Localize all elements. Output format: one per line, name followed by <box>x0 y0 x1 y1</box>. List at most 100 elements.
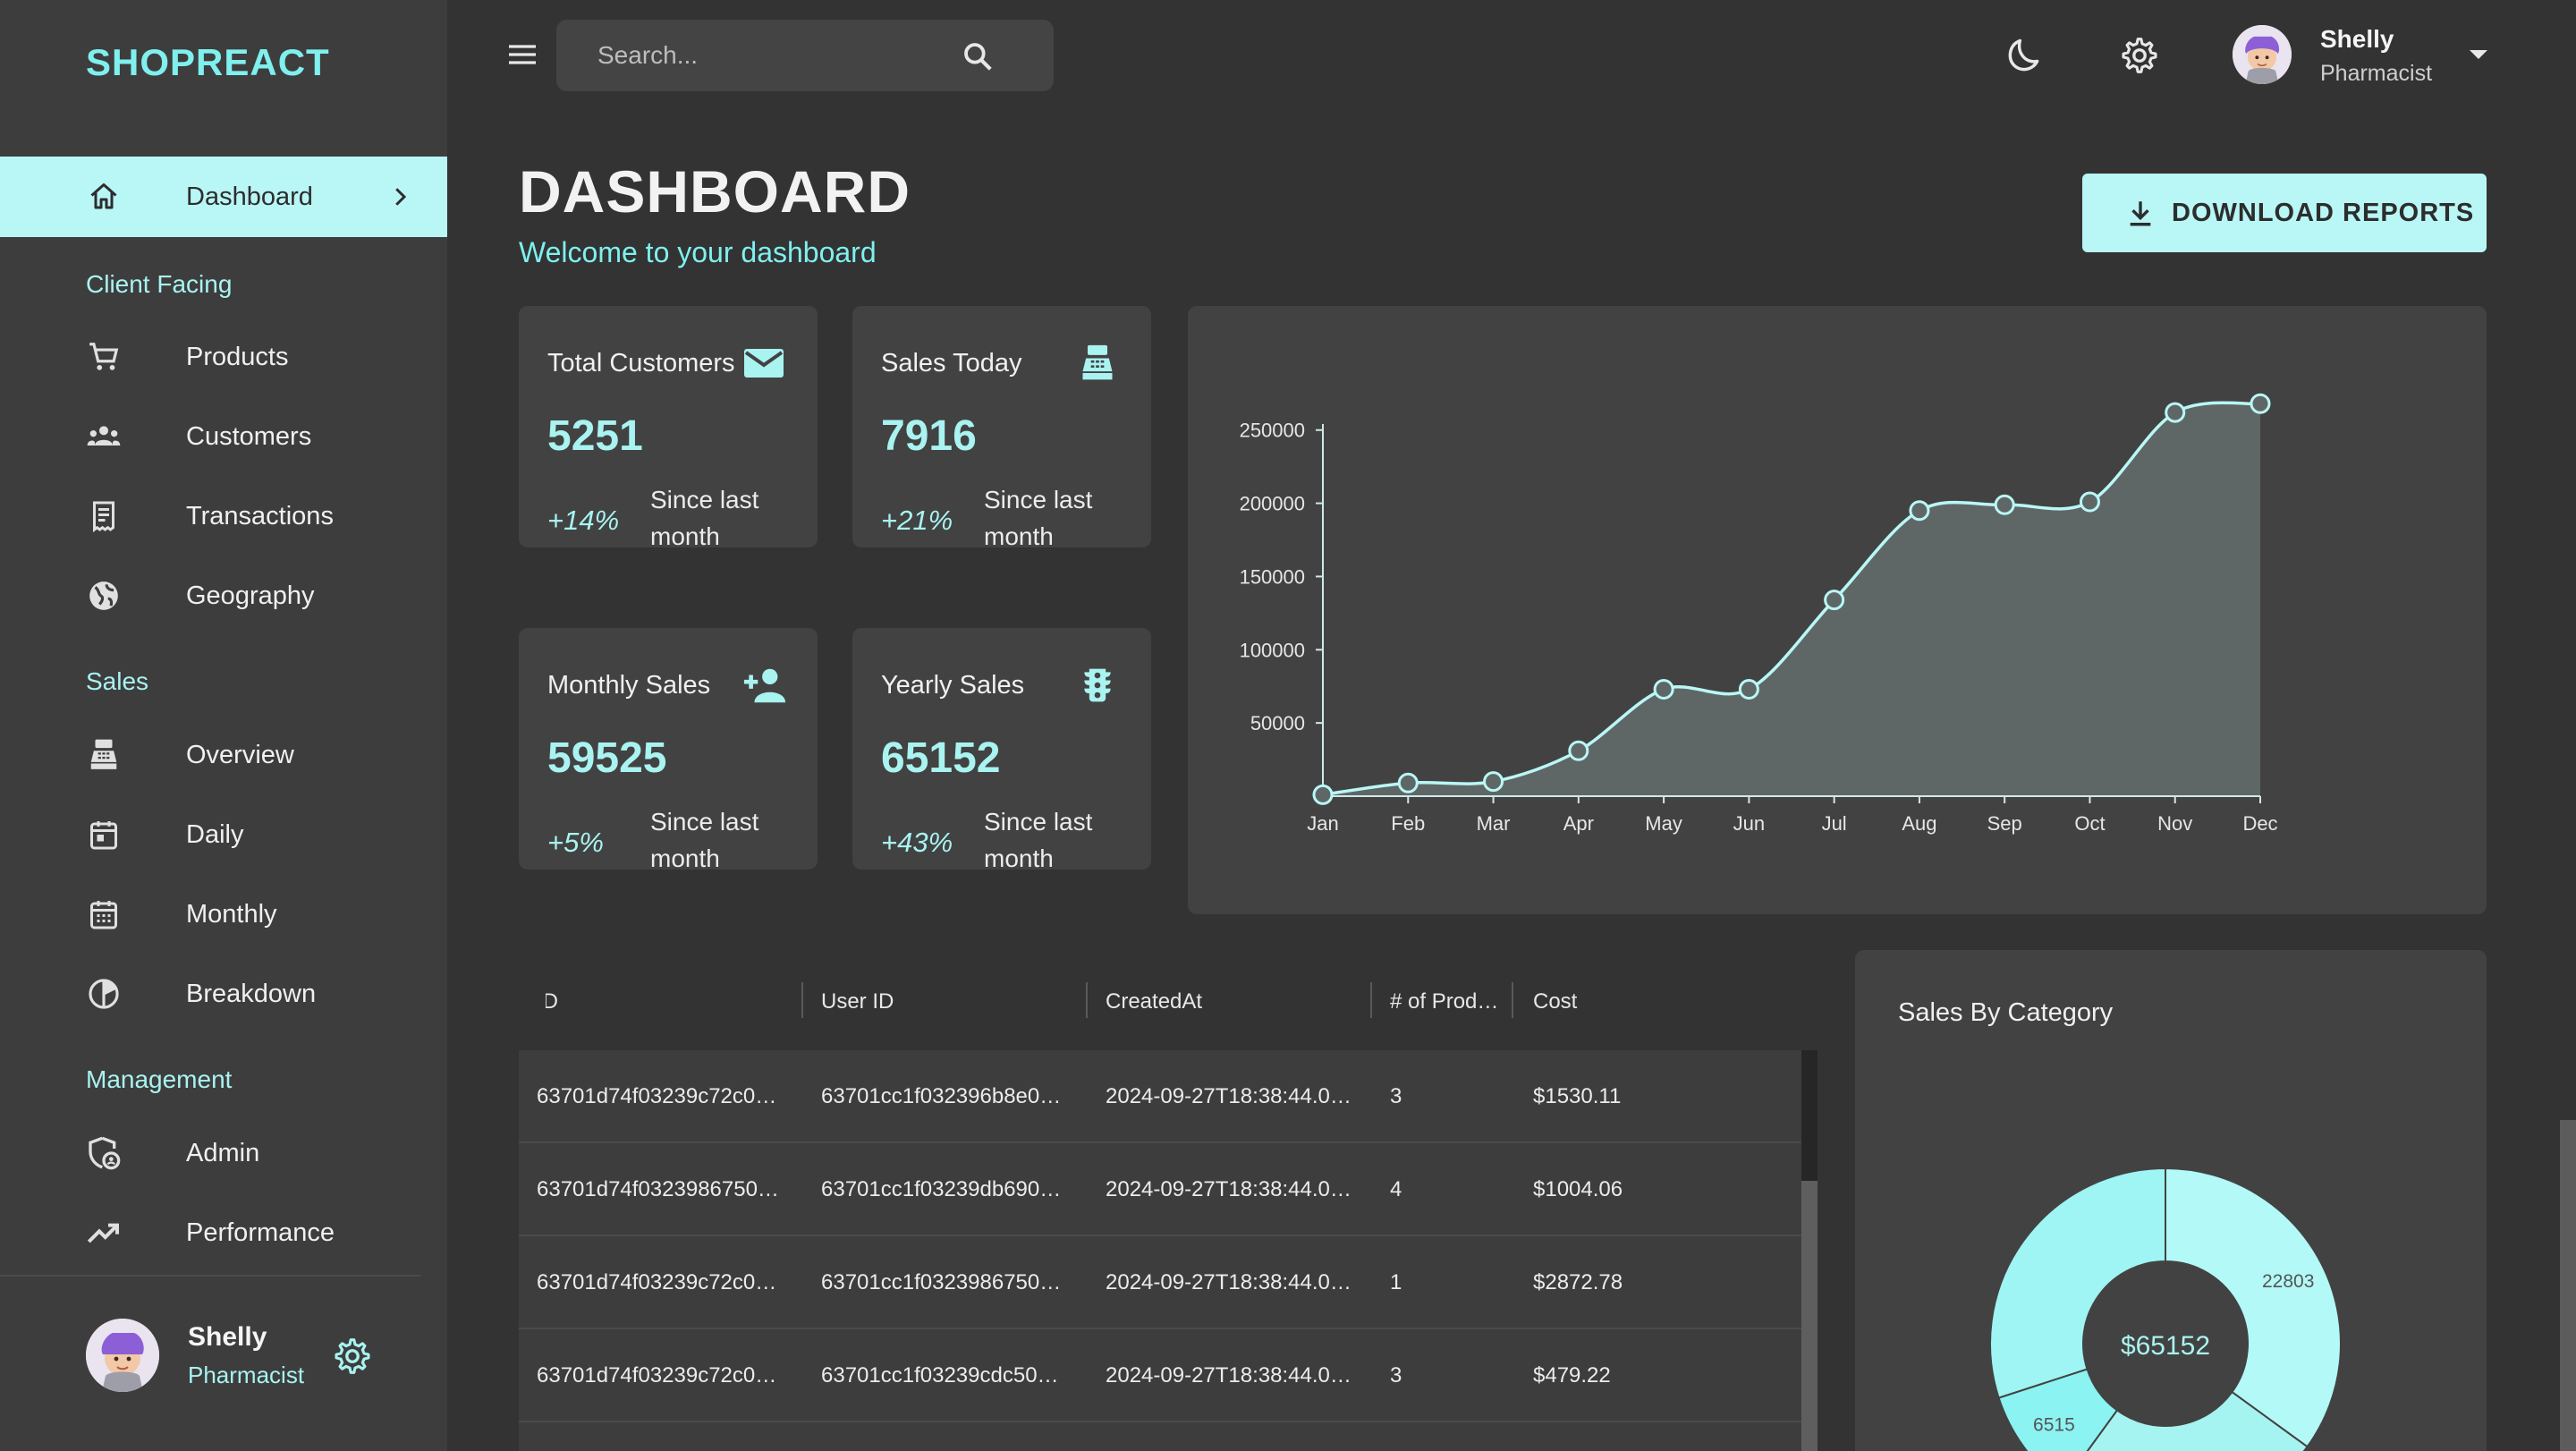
x-tick-label: Aug <box>1902 812 1936 835</box>
avatar[interactable] <box>2233 25 2292 84</box>
cell-id: 63701d74f03239c72c0… <box>537 1084 777 1108</box>
table-row[interactable]: 63701d74f03239c72c0… 63701cc1f032396b8e0… <box>519 1050 1801 1143</box>
sidebar-item-geography[interactable]: Geography <box>0 556 447 636</box>
x-tick-label: Jan <box>1307 812 1338 835</box>
sidebar-item-admin[interactable]: Admin <box>0 1113 447 1193</box>
cart-icon <box>86 339 122 375</box>
pie-slice[interactable] <box>2165 1167 2342 1448</box>
stat-note: Since last month <box>650 808 759 872</box>
data-point[interactable] <box>2165 402 2186 423</box>
cell-created-at: 2024-09-27T18:38:44.0… <box>1106 1177 1352 1201</box>
cell-user-id: 63701cc1f032396b8e0… <box>821 1084 1062 1108</box>
x-tick-label: Feb <box>1391 812 1425 835</box>
data-point[interactable] <box>1653 678 1674 700</box>
point-of-sale-icon <box>86 737 122 773</box>
section-label-client-facing: Client Facing <box>86 270 233 298</box>
table-row[interactable]: 63701d74f0323986750… 63701cc1f03239db690… <box>519 1143 1801 1236</box>
stat-value: 7916 <box>881 412 977 460</box>
person-add-icon <box>742 666 786 705</box>
data-point[interactable] <box>2250 393 2271 414</box>
section-label-sales: Sales <box>86 667 149 695</box>
column-header-user-id[interactable]: User ID <box>821 989 894 1014</box>
download-reports-button[interactable]: DOWNLOAD REPORTS <box>2082 174 2487 252</box>
sidebar-item-customers[interactable]: Customers <box>0 396 447 477</box>
settings-gear-icon[interactable] <box>333 1336 372 1376</box>
sidebar-item-label: Admin <box>186 1138 260 1167</box>
data-point[interactable] <box>2079 491 2100 513</box>
sidebar-item-transactions[interactable]: Transactions <box>0 476 447 556</box>
cell-cost: $2872.78 <box>1533 1270 1623 1294</box>
stat-title: Sales Today <box>881 349 1022 378</box>
topbar-user-name: Shelly <box>2320 25 2394 53</box>
y-tick-label: 150000 <box>1240 565 1305 588</box>
sales-by-category-card: Sales By Category 22803162886515$65152 <box>1855 950 2487 1451</box>
cell-created-at: 2024-09-27T18:38:44.0… <box>1106 1270 1352 1294</box>
area-fill <box>1323 403 2260 796</box>
stat-value: 5251 <box>547 412 643 460</box>
stat-percent: +5% <box>547 827 604 858</box>
x-tick-label: Nov <box>2157 812 2192 835</box>
table-row[interactable]: 63701d74f03239c72c0… 63701cc1f0323986750… <box>519 1236 1801 1329</box>
avatar[interactable] <box>86 1319 159 1392</box>
stat-value: 59525 <box>547 734 667 782</box>
sidebar-item-overview[interactable]: Overview <box>0 715 447 795</box>
y-tick-label: 250000 <box>1240 420 1305 442</box>
sidebar-item-label: Monthly <box>186 899 277 929</box>
page-scrollbar[interactable] <box>2560 1120 2576 1451</box>
table-scrollbar-thumb[interactable] <box>1801 1050 1818 1181</box>
cell-id: 63701d74f03239c72c0… <box>537 1270 777 1294</box>
column-header-cost[interactable]: Cost <box>1533 989 1578 1014</box>
settings-gear-icon[interactable] <box>2120 36 2159 75</box>
stat-title: Yearly Sales <box>881 671 1025 700</box>
table-row[interactable]: 63701d74f03239c72c0… 63701cc1f03239cdc50… <box>519 1329 1801 1422</box>
column-separator[interactable] <box>1370 982 1372 1018</box>
search-icon[interactable] <box>961 39 995 73</box>
page-subtitle: Welcome to your dashboard <box>519 236 877 268</box>
sidebar-item-label: Customers <box>186 421 312 451</box>
column-separator[interactable] <box>1086 982 1088 1018</box>
pie-slice[interactable] <box>1989 1167 2166 1399</box>
sidebar-item-label: Dashboard <box>186 182 313 211</box>
sidebar-item-dashboard[interactable]: Dashboard <box>0 157 447 237</box>
menu-icon[interactable] <box>506 41 538 68</box>
pie-slice[interactable] <box>2063 1390 2309 1451</box>
data-point[interactable] <box>1994 494 2015 515</box>
slice-label: 22803 <box>2262 1271 2314 1292</box>
cell-num-products: 3 <box>1390 1363 1402 1387</box>
data-point[interactable] <box>1397 772 1419 793</box>
data-point[interactable] <box>1483 771 1504 793</box>
cell-cost: $1530.11 <box>1533 1084 1622 1108</box>
column-separator[interactable] <box>1512 982 1513 1018</box>
stat-card-monthly-sales: Monthly Sales 59525 +5% Since last month <box>519 628 818 872</box>
stat-card-total-customers: Total Customers 5251 +14% Since last mon… <box>519 306 818 550</box>
stat-note: Since last month <box>984 486 1093 550</box>
column-header-num-products[interactable]: # of Prod… <box>1390 989 1499 1014</box>
stat-card-yearly-sales: Yearly Sales 65152 +43% Since last month <box>852 628 1151 872</box>
sidebar: SHOPREACT Dashboard Client Facing Produc… <box>0 0 447 1451</box>
data-point[interactable] <box>1312 784 1334 805</box>
dark-mode-moon-icon[interactable] <box>2004 36 2043 75</box>
column-separator[interactable] <box>801 982 803 1018</box>
data-point[interactable] <box>1909 500 1930 522</box>
stat-value: 65152 <box>881 734 1001 782</box>
data-point[interactable] <box>1738 678 1759 700</box>
sidebar-item-breakdown[interactable]: Breakdown <box>0 954 447 1034</box>
sidebar-user-role: Pharmacist <box>188 1362 305 1388</box>
x-tick-label: Dec <box>2242 812 2277 835</box>
sidebar-item-daily[interactable]: Daily <box>0 794 447 875</box>
sidebar-item-performance[interactable]: Performance <box>0 1192 447 1273</box>
sidebar-item-monthly[interactable]: Monthly <box>0 874 447 955</box>
groups-icon <box>86 419 122 454</box>
search-input[interactable] <box>597 39 955 72</box>
column-header-id[interactable]: ID <box>546 989 558 1014</box>
data-point[interactable] <box>1824 590 1845 611</box>
caret-down-icon[interactable] <box>2469 48 2488 61</box>
column-header-created-at[interactable]: CreatedAt <box>1106 989 1203 1014</box>
y-tick-label: 100000 <box>1240 639 1305 661</box>
cell-num-products: 3 <box>1390 1084 1402 1108</box>
sales-line-chart: 50000 100000 150000 200000 250000 Jan Feb Mar Ap… <box>1188 306 2487 914</box>
sidebar-item-label: Geography <box>186 581 315 610</box>
data-point[interactable] <box>1568 740 1589 761</box>
trending-up-icon <box>86 1215 122 1251</box>
sidebar-item-products[interactable]: Products <box>0 317 447 397</box>
